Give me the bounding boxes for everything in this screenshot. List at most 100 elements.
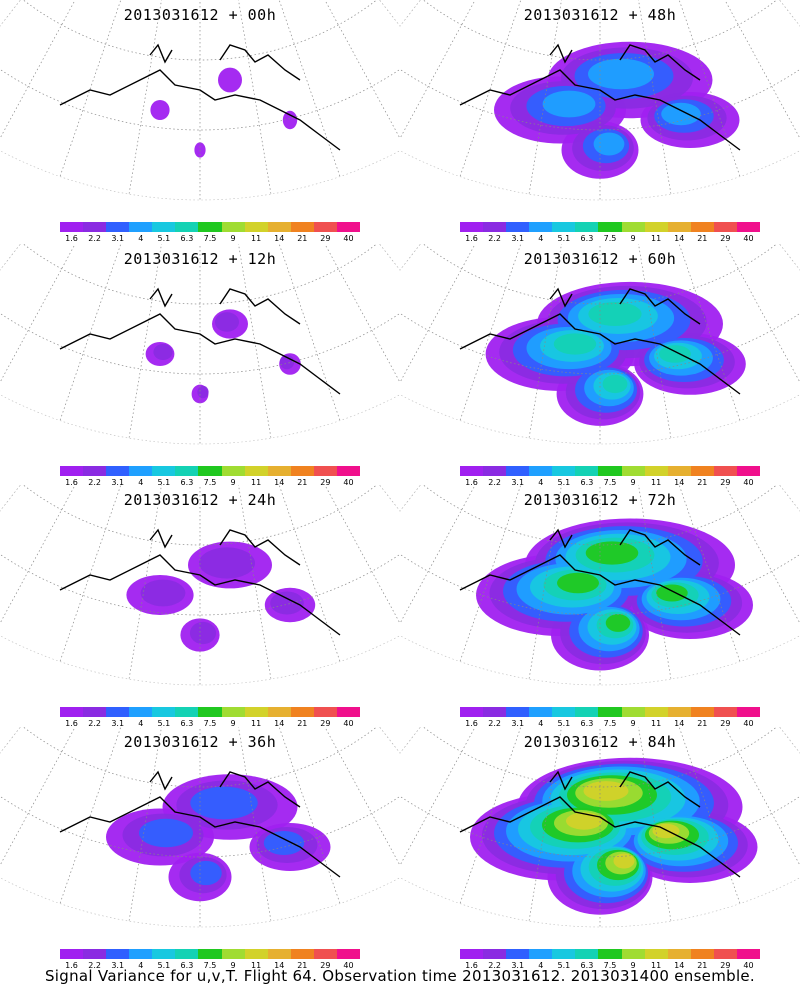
colorbar-swatch	[336, 222, 361, 232]
colorbar-tick-label: 29	[720, 961, 731, 970]
colorbar-tick-label: 11	[651, 234, 662, 243]
colorbar-swatch	[290, 949, 314, 959]
colorbar-tick-label: 9	[630, 478, 636, 487]
colorbar-tick-label: 7.5	[603, 478, 617, 487]
colorbar-swatch	[175, 949, 199, 959]
colorbar-swatch	[313, 222, 337, 232]
colorbar-tick-label: 40	[743, 478, 754, 487]
colorbar-tick-label: 7.5	[603, 719, 617, 728]
colorbar-tick-label: 11	[251, 719, 262, 728]
colorbar-swatch	[129, 949, 153, 959]
colorbar-swatch	[483, 949, 507, 959]
colorbar-tick-label: 2.2	[488, 478, 501, 487]
colorbar-tick-label: 5.1	[557, 478, 571, 487]
colorbar-swatch	[60, 222, 84, 232]
variance-field	[126, 541, 316, 652]
colorbar-tick-label: 29	[320, 234, 331, 243]
colorbar-tick-label: 9	[230, 719, 236, 728]
colorbar-tick-label: 4	[538, 478, 544, 487]
colorbar-tick-label: 7.5	[203, 719, 217, 728]
variance-field	[145, 309, 301, 404]
colorbar-swatch	[244, 222, 268, 232]
colorbar-swatch	[60, 949, 84, 959]
map-panel: 2013031612 + 00h 1.6 2.2 3.1 4 5.1 6.3 7.5 9 11 14…	[0, 0, 400, 243]
colorbar	[460, 707, 761, 717]
colorbar-tick-label: 9	[630, 961, 636, 970]
variance-field	[494, 41, 740, 179]
variance-field	[470, 757, 758, 915]
colorbar-tick-label: 1.6	[465, 478, 478, 487]
colorbar-ticks: 1.6 2.2 3.1 4 5.1 6.3 7.5 9 11 14 21 29 40	[60, 478, 360, 488]
map-plot	[400, 727, 800, 928]
colorbar-tick-label: 2.2	[488, 719, 501, 728]
colorbar-tick-label: 40	[343, 478, 354, 487]
colorbar-swatch	[736, 949, 761, 959]
colorbar-ticks: 1.6 2.2 3.1 4 5.1 6.3 7.5 9 11 14 21 29 40	[60, 961, 360, 971]
colorbar-tick-label: 7.5	[203, 234, 217, 243]
map-plot	[0, 727, 400, 928]
colorbar-swatch	[313, 949, 337, 959]
colorbar-tick-label: 6.3	[580, 961, 594, 970]
colorbar-swatch	[644, 707, 668, 717]
colorbar-swatch	[713, 949, 737, 959]
colorbar-tick-label: 6.3	[580, 234, 594, 243]
colorbar-swatch	[598, 222, 622, 232]
colorbar-swatch	[644, 949, 668, 959]
colorbar-swatch	[198, 707, 222, 717]
map-plot	[400, 485, 800, 686]
variance-field	[106, 774, 331, 902]
colorbar-tick-label: 2.2	[88, 234, 101, 243]
colorbar-tick-label: 1.6	[65, 719, 78, 728]
colorbar-swatch	[483, 222, 507, 232]
coastline	[59, 770, 341, 878]
colorbar-tick-label: 29	[320, 478, 331, 487]
colorbar-swatch	[60, 466, 84, 476]
colorbar-swatch	[506, 707, 530, 717]
colorbar-tick-label: 21	[697, 961, 708, 970]
colorbar-tick-label: 6.3	[180, 234, 194, 243]
colorbar-tick-label: 7.5	[203, 478, 217, 487]
colorbar-swatch	[736, 707, 761, 717]
colorbar	[60, 949, 361, 959]
colorbar-tick-label: 14	[274, 961, 285, 970]
colorbar-swatch	[460, 466, 484, 476]
colorbar-swatch	[552, 222, 576, 232]
colorbar-tick-label: 11	[251, 961, 262, 970]
colorbar-tick-label: 5.1	[557, 961, 571, 970]
colorbar-tick-label: 5.1	[157, 961, 171, 970]
colorbar-tick-label: 21	[297, 234, 308, 243]
colorbar-tick-label: 3.1	[111, 478, 125, 487]
colorbar-ticks: 1.6 2.2 3.1 4 5.1 6.3 7.5 9 11 14 21 29 40	[460, 234, 760, 244]
colorbar-swatch	[552, 466, 576, 476]
colorbar-swatch	[506, 466, 530, 476]
colorbar-tick-label: 14	[274, 719, 285, 728]
colorbar-ticks: 1.6 2.2 3.1 4 5.1 6.3 7.5 9 11 14 21 29 40	[460, 719, 760, 729]
colorbar-swatch	[667, 466, 691, 476]
colorbar-swatch	[529, 949, 553, 959]
colorbar-swatch	[575, 707, 599, 717]
map-panel: 2013031612 + 72h 1.6 2.2 3.1 4 5.1 6.3 7.5 9 11 14…	[400, 485, 800, 728]
colorbar-swatch	[690, 222, 714, 232]
colorbar	[60, 707, 361, 717]
colorbar-swatch	[152, 466, 176, 476]
colorbar-tick-label: 40	[743, 234, 754, 243]
colorbar-tick-label: 5.1	[557, 719, 571, 728]
colorbar-swatch	[221, 222, 245, 232]
colorbar-swatch	[152, 222, 176, 232]
colorbar-swatch	[529, 222, 553, 232]
colorbar-swatch	[60, 707, 84, 717]
colorbar-swatch	[575, 949, 599, 959]
map-plot	[0, 485, 400, 686]
colorbar-tick-label: 9	[230, 478, 236, 487]
colorbar-swatch	[267, 222, 291, 232]
colorbar-tick-label: 7.5	[603, 234, 617, 243]
colorbar-tick-label: 9	[630, 719, 636, 728]
colorbar-swatch	[621, 466, 645, 476]
colorbar-tick-label: 5.1	[557, 234, 571, 243]
colorbar-tick-label: 21	[697, 719, 708, 728]
colorbar-swatch	[106, 949, 130, 959]
colorbar-swatch	[529, 707, 553, 717]
colorbar-swatch	[152, 707, 176, 717]
colorbar-swatch	[290, 466, 314, 476]
colorbar	[460, 222, 761, 232]
